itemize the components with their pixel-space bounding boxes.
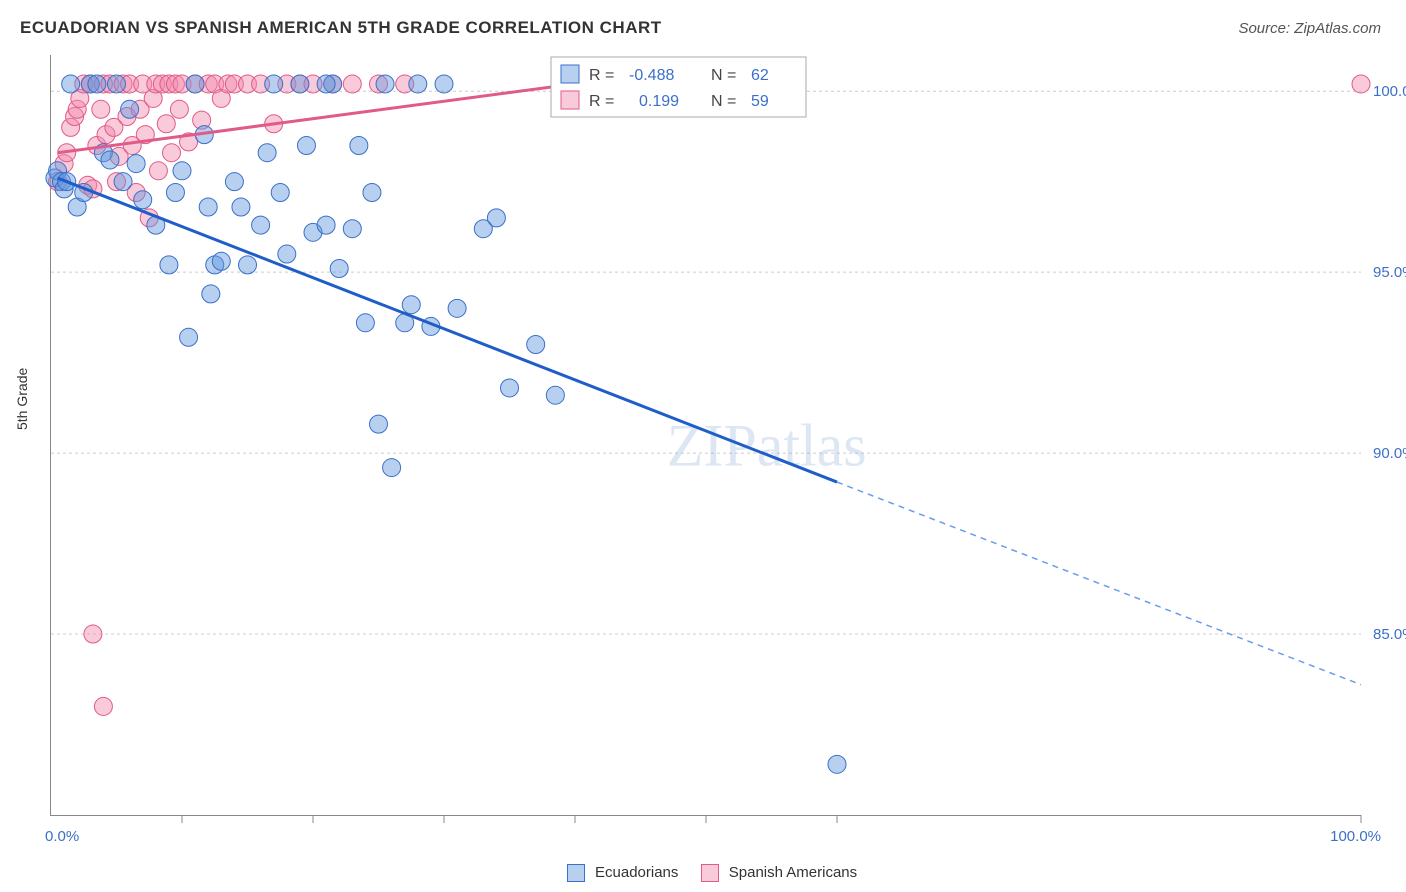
data-point: [317, 75, 335, 93]
watermark: ZIPatlas: [667, 412, 867, 478]
data-point: [199, 198, 217, 216]
data-point: [173, 162, 191, 180]
data-point: [376, 75, 394, 93]
ytick-label: 100.0%: [1373, 83, 1406, 100]
legend-pink-icon: [561, 91, 579, 109]
data-point: [149, 162, 167, 180]
data-point: [330, 260, 348, 278]
data-point: [108, 75, 126, 93]
data-point: [134, 191, 152, 209]
data-point: [186, 75, 204, 93]
data-point: [828, 755, 846, 773]
data-point: [370, 415, 388, 433]
xtick-label-min: 0.0%: [45, 828, 79, 845]
legend-pink-swatch: [701, 864, 719, 882]
data-point: [297, 136, 315, 154]
data-point: [435, 75, 453, 93]
data-point: [402, 296, 420, 314]
data-point: [94, 697, 112, 715]
data-point: [252, 216, 270, 234]
data-point: [258, 144, 276, 162]
ytick-label: 85.0%: [1373, 626, 1406, 643]
legend-n-label: N =: [711, 93, 736, 110]
data-point: [487, 209, 505, 227]
data-point: [88, 75, 106, 93]
data-point: [1352, 75, 1370, 93]
data-point: [225, 173, 243, 191]
legend-n-label: N =: [711, 67, 736, 84]
data-point: [232, 198, 250, 216]
data-point: [101, 151, 119, 169]
legend-r-label: R =: [589, 67, 614, 84]
data-point: [527, 336, 545, 354]
data-point: [166, 184, 184, 202]
data-point: [383, 459, 401, 477]
data-point: [163, 144, 181, 162]
trend-line-blue-ext: [837, 482, 1361, 685]
data-point: [239, 256, 257, 274]
legend-n-value-pink: 59: [751, 93, 769, 110]
data-point: [501, 379, 519, 397]
data-point: [114, 173, 132, 191]
ytick-label: 90.0%: [1373, 445, 1406, 462]
trend-line-blue: [58, 178, 837, 482]
legend-r-value-pink: 0.199: [639, 93, 679, 110]
legend-blue-icon: [561, 65, 579, 83]
data-point: [363, 184, 381, 202]
y-axis-label: 5th Grade: [14, 368, 30, 430]
data-point: [317, 216, 335, 234]
plot-area: 85.0%90.0%95.0%100.0%ZIPatlasR =R =-0.48…: [50, 55, 1361, 816]
data-point: [202, 285, 220, 303]
data-point: [84, 625, 102, 643]
data-point: [212, 252, 230, 270]
data-point: [180, 328, 198, 346]
source-attribution: Source: ZipAtlas.com: [1238, 20, 1381, 37]
data-point: [448, 299, 466, 317]
data-point: [291, 75, 309, 93]
ytick-label: 95.0%: [1373, 264, 1406, 281]
legend-r-label: R =: [589, 93, 614, 110]
data-point: [92, 100, 110, 118]
data-point: [409, 75, 427, 93]
data-point: [157, 115, 175, 133]
chart-svg: 85.0%90.0%95.0%100.0%ZIPatlasR =R =-0.48…: [51, 55, 1361, 815]
legend-r-value-blue: -0.488: [629, 67, 674, 84]
legend-pink-label: Spanish Americans: [729, 864, 857, 881]
data-point: [265, 75, 283, 93]
data-point: [170, 100, 188, 118]
xtick-label-max: 100.0%: [1330, 828, 1381, 845]
bottom-legend: Ecuadorians Spanish Americans: [0, 864, 1406, 882]
legend-n-value-blue: 62: [751, 67, 769, 84]
data-point: [343, 220, 361, 238]
chart-title: ECUADORIAN VS SPANISH AMERICAN 5TH GRADE…: [20, 18, 662, 38]
data-point: [343, 75, 361, 93]
data-point: [62, 75, 80, 93]
data-point: [546, 386, 564, 404]
data-point: [278, 245, 296, 263]
data-point: [350, 136, 368, 154]
data-point: [271, 184, 289, 202]
data-point: [127, 155, 145, 173]
data-point: [356, 314, 374, 332]
data-point: [121, 100, 139, 118]
legend-blue-swatch: [567, 864, 585, 882]
legend-blue-label: Ecuadorians: [595, 864, 678, 881]
data-point: [160, 256, 178, 274]
